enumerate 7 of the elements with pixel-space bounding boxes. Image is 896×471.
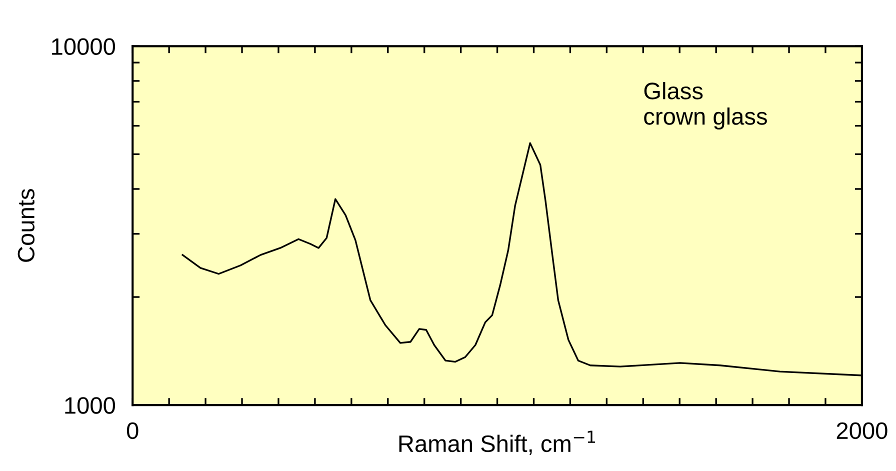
x-axis-title: Raman Shift, cm$^{−1}$ (399, 430, 595, 455)
x-tick-label: 0 (126, 422, 138, 440)
annotation: Glass crown glass (644, 82, 767, 130)
x-tick-label: 2000 (836, 422, 888, 440)
y-tick-label: 10000 (52, 38, 116, 55)
y-axis-title: Counts (18, 189, 35, 262)
y-tick-label: 1000 (65, 397, 116, 414)
